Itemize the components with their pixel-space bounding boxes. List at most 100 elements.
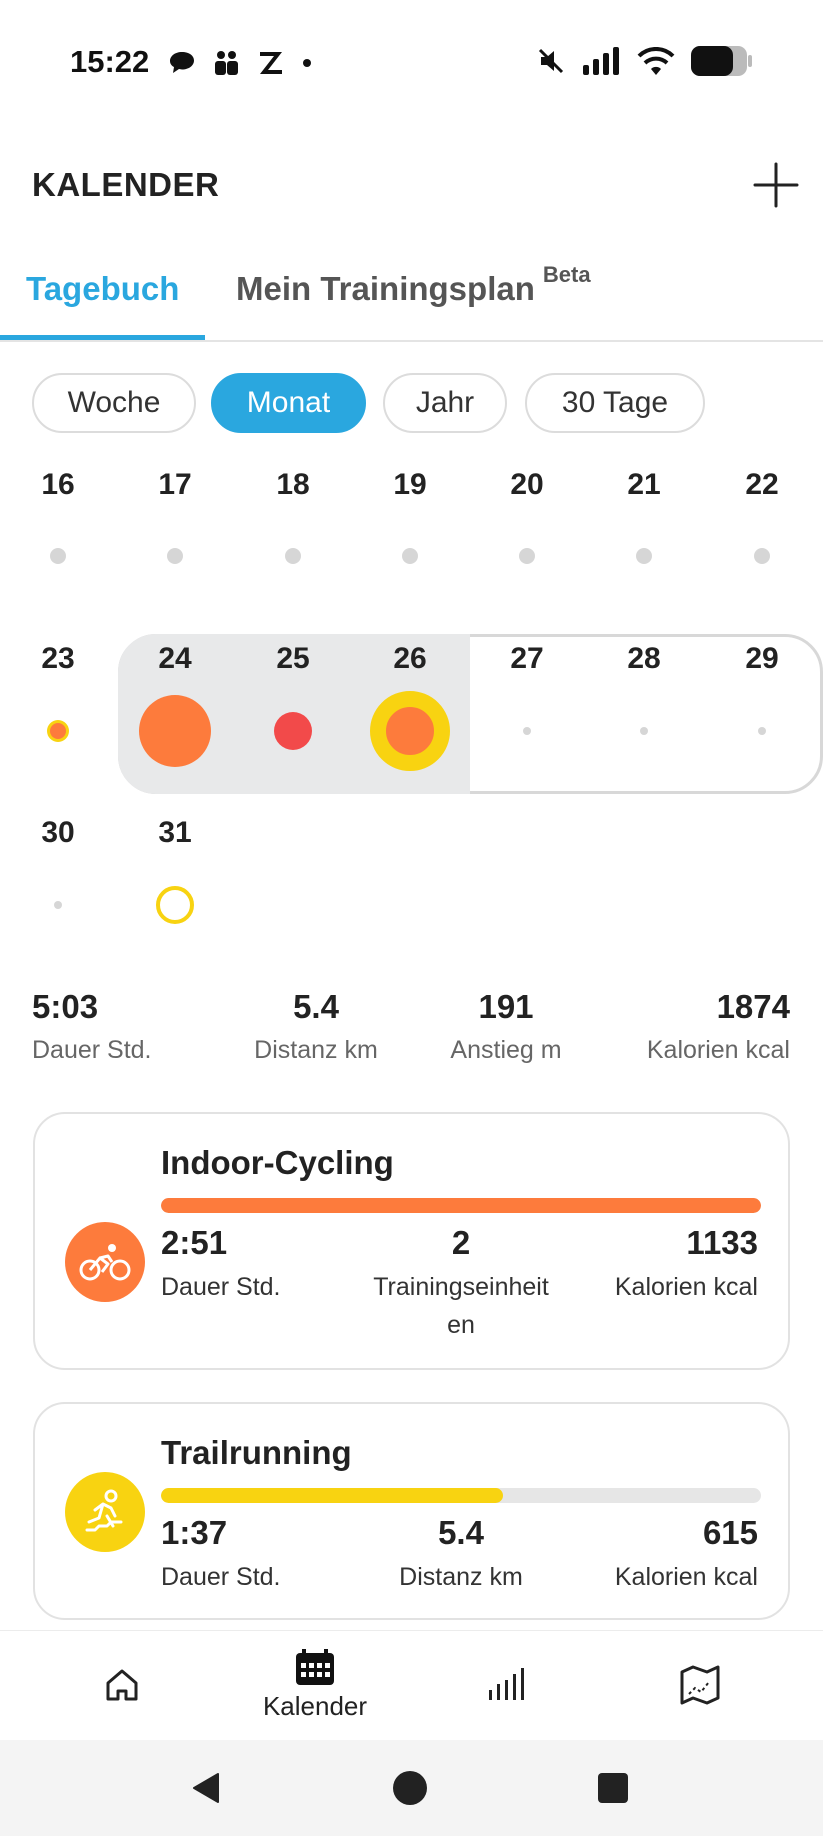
activity-dot-red [274, 712, 312, 750]
back-icon [193, 1773, 219, 1803]
range-30-tage[interactable]: 30 Tage [525, 373, 705, 433]
home-button[interactable] [360, 1740, 460, 1836]
stat-duration-label: Dauer Std. [161, 1273, 281, 1301]
bottom-navigation: Kalender [0, 1630, 823, 1739]
range-woche[interactable]: Woche [32, 373, 196, 433]
day-24[interactable]: 24 [158, 642, 192, 675]
day-29[interactable]: 29 [745, 642, 779, 675]
day-31[interactable]: 31 [158, 816, 192, 849]
day-16[interactable]: 16 [41, 468, 75, 501]
day-19[interactable]: 19 [393, 468, 427, 501]
recents-icon [598, 1773, 628, 1803]
status-right-icons [537, 46, 753, 76]
empty-day-dot [167, 548, 183, 564]
day-22[interactable]: 22 [745, 468, 779, 501]
day-21[interactable]: 21 [627, 468, 661, 501]
mute-icon [538, 48, 564, 74]
summary-distance-value: 5.4 [293, 988, 339, 1025]
dot-icon [303, 59, 311, 67]
stat-sessions-value: 2 [451, 1224, 471, 1261]
stat-calories-label: Kalorien kcal [614, 1563, 758, 1591]
activity-card-indoor-cycling[interactable]: Indoor-Cycling 2:51 Dauer Std. 2 Trainin… [33, 1112, 790, 1370]
tab-mein-trainingsplan[interactable]: Mein Trainingsplan Beta [236, 262, 591, 308]
tab-label: Mein Trainingsplan [236, 270, 535, 307]
stat-distance-label: Distanz km [399, 1563, 523, 1591]
nav-map[interactable] [650, 1631, 750, 1739]
day-28[interactable]: 28 [627, 642, 661, 675]
activity-dot-small [50, 723, 66, 739]
empty-day-dot [754, 548, 770, 564]
day-18[interactable]: 18 [276, 468, 310, 501]
home-icon [106, 1669, 138, 1701]
empty-day-dot [636, 548, 652, 564]
summary-calories-value: 1874 [716, 988, 790, 1025]
page-title: KALENDER [32, 166, 220, 203]
activity-dot-cycling [139, 695, 211, 767]
stat-duration-label: Dauer Std. [161, 1563, 281, 1591]
stat-calories-label: Kalorien kcal [614, 1273, 758, 1301]
day-26[interactable]: 26 [393, 642, 427, 675]
range-monat[interactable]: Monat [211, 373, 366, 433]
empty-day-dot [758, 727, 766, 735]
tab-tagebuch[interactable]: Tagebuch [0, 270, 206, 340]
nav-home[interactable] [72, 1631, 172, 1739]
day-30[interactable]: 30 [41, 816, 75, 849]
z-app-icon [260, 52, 282, 74]
day-25[interactable]: 25 [276, 642, 310, 675]
day-27[interactable]: 27 [510, 642, 544, 675]
range-jahr[interactable]: Jahr [383, 373, 507, 433]
trail-running-icon [65, 1472, 145, 1552]
recents-button[interactable] [563, 1740, 663, 1836]
chat-icon [170, 52, 194, 73]
stat-calories-value: 615 [702, 1514, 758, 1551]
stat-distance-value: 5.4 [438, 1514, 484, 1551]
back-button[interactable] [156, 1740, 256, 1836]
cycling-icon [65, 1222, 145, 1302]
contacts-icon [215, 51, 238, 75]
system-navigation [0, 1740, 823, 1836]
activity-dot-combined [370, 691, 450, 771]
stats-icon [489, 1668, 524, 1700]
beta-badge: Beta [542, 262, 591, 287]
day-20[interactable]: 20 [510, 468, 544, 501]
tab-bar: Tagebuch Mein Trainingsplan Beta [0, 262, 823, 342]
wifi-icon [637, 47, 675, 75]
battery-icon [691, 46, 752, 76]
stat-duration-value: 1:37 [161, 1514, 228, 1551]
nav-kalender[interactable]: Kalender [245, 1631, 385, 1739]
home-circle-icon [393, 1771, 427, 1805]
activity-progress-bar [161, 1198, 761, 1213]
activity-title: Trailrunning [161, 1434, 352, 1471]
activity-progress-bar [161, 1488, 761, 1503]
plus-icon[interactable] [751, 160, 801, 210]
nav-label: Kalender [262, 1690, 368, 1721]
empty-day-dot [640, 727, 648, 735]
summary-distance-label: Distanz km [254, 1036, 378, 1064]
empty-day-dot [402, 548, 418, 564]
empty-day-dot [285, 548, 301, 564]
status-left-icons [168, 48, 312, 78]
stat-sessions-label: Trainingseinheit en [373, 1273, 549, 1339]
progress-fill [161, 1198, 761, 1213]
activity-title: Indoor-Cycling [161, 1144, 394, 1181]
summary-ascent-value: 191 [478, 988, 534, 1025]
activity-card-trailrunning[interactable]: Trailrunning 1:37 Dauer Std. 5.4 Distanz… [33, 1402, 790, 1620]
empty-day-dot [519, 548, 535, 564]
summary-ascent-label: Anstieg m [450, 1036, 562, 1064]
empty-day-dot [54, 901, 62, 909]
calendar-icon [296, 1648, 334, 1685]
map-icon [680, 1665, 720, 1705]
stat-calories-value: 1133 [686, 1224, 758, 1261]
day-23[interactable]: 23 [41, 642, 75, 675]
summary-duration-label: Dauer Std. [32, 1036, 152, 1064]
signal-icon [583, 47, 619, 75]
empty-day-dot [50, 548, 66, 564]
nav-stats[interactable] [456, 1631, 556, 1739]
planned-day-ring [156, 886, 194, 924]
summary-calories-label: Kalorien kcal [646, 1036, 790, 1064]
status-time: 15:22 [70, 44, 150, 79]
stat-duration-value: 2:51 [161, 1224, 228, 1261]
empty-day-dot [523, 727, 531, 735]
summary-duration-value: 5:03 [32, 988, 99, 1025]
day-17[interactable]: 17 [158, 468, 192, 501]
